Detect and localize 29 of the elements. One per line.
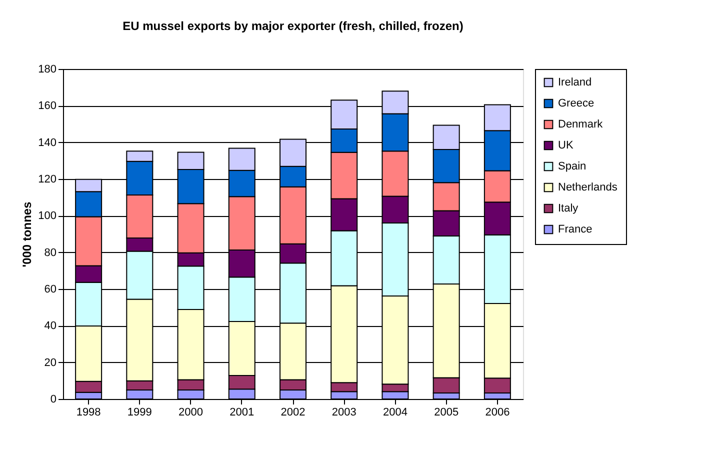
legend-label: Ireland	[558, 76, 592, 88]
y-tick-label: 140	[38, 136, 56, 149]
legend-label: Denmark	[558, 118, 604, 130]
x-tick-label: 2002	[280, 406, 306, 418]
y-tick-label: 40	[44, 320, 56, 332]
x-tick-label: 2001	[230, 406, 254, 418]
chart-title: EU mussel exports by major exporter (fresh, chilled, frozen)	[122, 19, 464, 33]
x-tick-label: 2003	[332, 406, 356, 418]
y-tick-label: 100	[38, 210, 56, 222]
x-tick-label: 2004	[382, 406, 408, 418]
y-tick-label: 20	[44, 356, 56, 369]
x-tick-label: 2006	[485, 406, 510, 418]
legend-label: Greece	[558, 98, 594, 110]
y-tick-label: 120	[38, 174, 56, 186]
x-tick-label: 1999	[127, 406, 152, 418]
x-tick-label: 2005	[434, 406, 459, 418]
y-axis-title: '000 tonnes	[20, 201, 34, 268]
legend-label: Italy	[558, 202, 579, 214]
y-tick-label: 0	[50, 394, 56, 406]
y-tick-label: 60	[44, 284, 56, 296]
legend-label: France	[558, 224, 592, 236]
legend-label: Netherlands	[558, 182, 618, 194]
legend-label: Spain	[558, 160, 586, 172]
legend-label: UK	[558, 140, 574, 152]
y-tick-label: 160	[38, 100, 56, 112]
y-tick-label: 80	[44, 246, 56, 259]
x-tick-label: 2000	[178, 406, 204, 418]
x-tick-label: 1998	[76, 406, 101, 418]
y-tick-label: 180	[38, 64, 56, 76]
